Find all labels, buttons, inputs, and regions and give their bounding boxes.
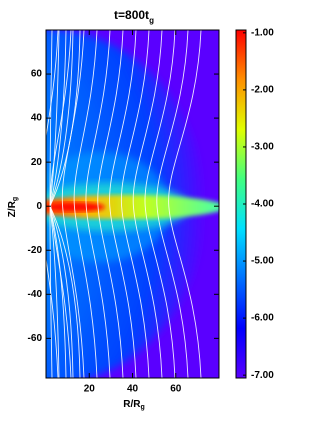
- field-line: [49, 206, 74, 378]
- y-tick-label: 0: [36, 201, 42, 212]
- colorbar-tick-label: -6.00: [251, 313, 274, 324]
- field-line: [49, 30, 67, 207]
- colorbar-tick-label: -7.00: [251, 370, 274, 381]
- colorbar-tick-label: -1.00: [251, 27, 274, 38]
- y-tick-label: 20: [31, 157, 43, 168]
- field-line: [132, 30, 163, 378]
- field-line: [61, 30, 85, 378]
- field-line: [49, 206, 60, 378]
- x-tick-label: 20: [84, 384, 96, 395]
- field-line: [49, 30, 60, 207]
- field-line: [144, 30, 176, 378]
- x-label-subscript: g: [140, 404, 144, 411]
- colorbar-tick-label: -2.00: [251, 85, 274, 96]
- x-axis-label: R/Rg: [123, 399, 145, 412]
- chart-title: t=800tg: [114, 8, 154, 24]
- y-tick-label: 40: [31, 113, 43, 124]
- y-tick-label: -40: [28, 289, 43, 300]
- y-axis-label: Z/Rg: [7, 197, 20, 217]
- field-line: [49, 206, 81, 378]
- y-tick-label: -20: [28, 245, 43, 256]
- y-tick-label: -60: [28, 333, 43, 344]
- colorbar-tick-label: -5.00: [251, 256, 274, 267]
- field-line: [49, 30, 74, 207]
- field-line: [49, 30, 53, 207]
- chart: t=800tg Z/Rg R/Rg 20 40 60-60-40-200204060…: [7, 8, 275, 412]
- title-subscript: g: [149, 16, 154, 25]
- field-line: [73, 30, 98, 378]
- field-line: [49, 206, 53, 378]
- y-label-subscript: g: [12, 197, 19, 201]
- field-line: [109, 30, 137, 378]
- x-tick-label: 40: [127, 384, 139, 395]
- y-tick-label: 60: [31, 69, 43, 80]
- heatmap: [46, 30, 219, 378]
- field-line: [168, 30, 202, 378]
- x-label-text: R/R: [123, 399, 141, 410]
- field-line: [97, 30, 124, 378]
- field-line: [49, 30, 81, 207]
- field-line: [49, 206, 67, 378]
- field-line: [85, 30, 111, 378]
- field-line: [156, 30, 189, 378]
- x-tick-label: 60: [170, 384, 182, 395]
- colorbar-tick-label: -4.00: [251, 199, 274, 210]
- colorbar-tick-label: -3.00: [251, 142, 274, 153]
- y-label-text: Z/R: [7, 200, 18, 217]
- field-line: [120, 30, 150, 378]
- title-text: t=800t: [114, 8, 149, 22]
